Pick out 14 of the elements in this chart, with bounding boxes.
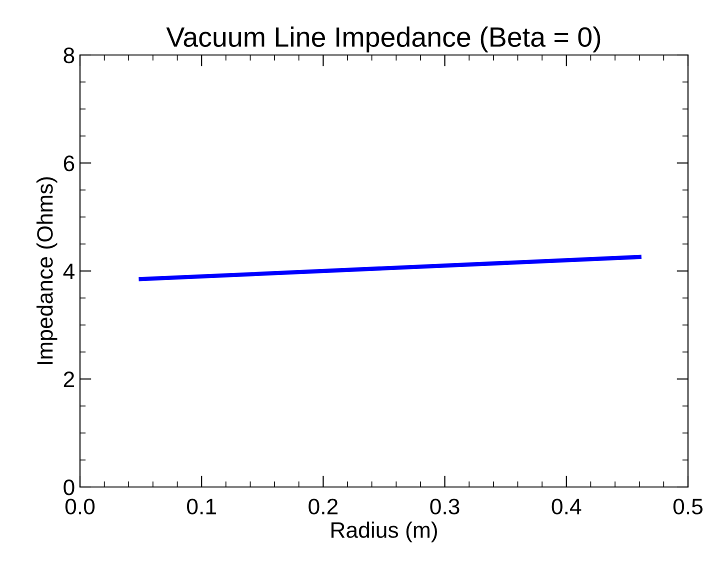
x-tick-label: 0.1	[187, 498, 216, 514]
y-tick-label: 4	[63, 264, 74, 280]
x-axis-title: Radius (m)	[331, 522, 437, 542]
x-tick-label: 0.4	[552, 498, 582, 514]
x-tick-label: 0.5	[673, 498, 703, 514]
x-tick-label: 0.2	[308, 498, 338, 514]
y-tick-label: 0	[64, 480, 74, 496]
x-tick-label: 0.0	[65, 498, 95, 514]
chart-title: Vacuum Line Impedance (Beta = 0)	[166, 26, 600, 52]
y-tick-label: 2	[64, 372, 74, 388]
x-tick-label: 0.3	[430, 498, 460, 514]
y-tick-label: 6	[64, 156, 74, 172]
y-tick-label: 8	[64, 48, 74, 64]
y-axis-title: Impedance (Ohms)	[36, 177, 58, 364]
